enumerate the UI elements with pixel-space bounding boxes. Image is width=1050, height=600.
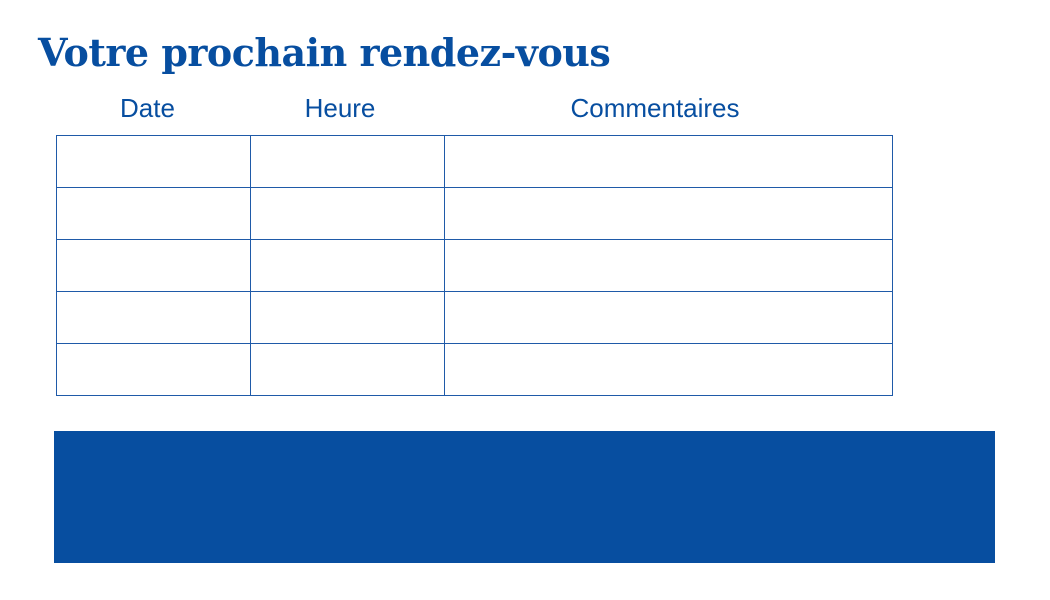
table-row bbox=[56, 239, 893, 292]
cell-commentaires[interactable] bbox=[444, 239, 893, 292]
cell-commentaires[interactable] bbox=[444, 187, 893, 240]
column-header-commentaires: Commentaires bbox=[570, 93, 740, 123]
column-header-date: Date bbox=[120, 93, 175, 123]
cell-date[interactable] bbox=[56, 187, 251, 240]
cell-commentaires[interactable] bbox=[444, 343, 893, 396]
blue-banner bbox=[54, 431, 995, 563]
table-row bbox=[56, 135, 893, 188]
cell-date[interactable] bbox=[56, 291, 251, 344]
cell-commentaires[interactable] bbox=[444, 135, 893, 188]
page-title: Votre prochain rendez-vous bbox=[38, 30, 611, 75]
column-header-heure: Heure bbox=[304, 93, 376, 123]
cell-heure[interactable] bbox=[250, 135, 445, 188]
table-row bbox=[56, 187, 893, 240]
cell-heure[interactable] bbox=[250, 343, 445, 396]
cell-date[interactable] bbox=[56, 135, 251, 188]
cell-date[interactable] bbox=[56, 239, 251, 292]
appointment-table bbox=[56, 135, 893, 396]
cell-heure[interactable] bbox=[250, 239, 445, 292]
table-row bbox=[56, 291, 893, 344]
cell-heure[interactable] bbox=[250, 187, 445, 240]
cell-commentaires[interactable] bbox=[444, 291, 893, 344]
table-row bbox=[56, 343, 893, 396]
cell-date[interactable] bbox=[56, 343, 251, 396]
cell-heure[interactable] bbox=[250, 291, 445, 344]
